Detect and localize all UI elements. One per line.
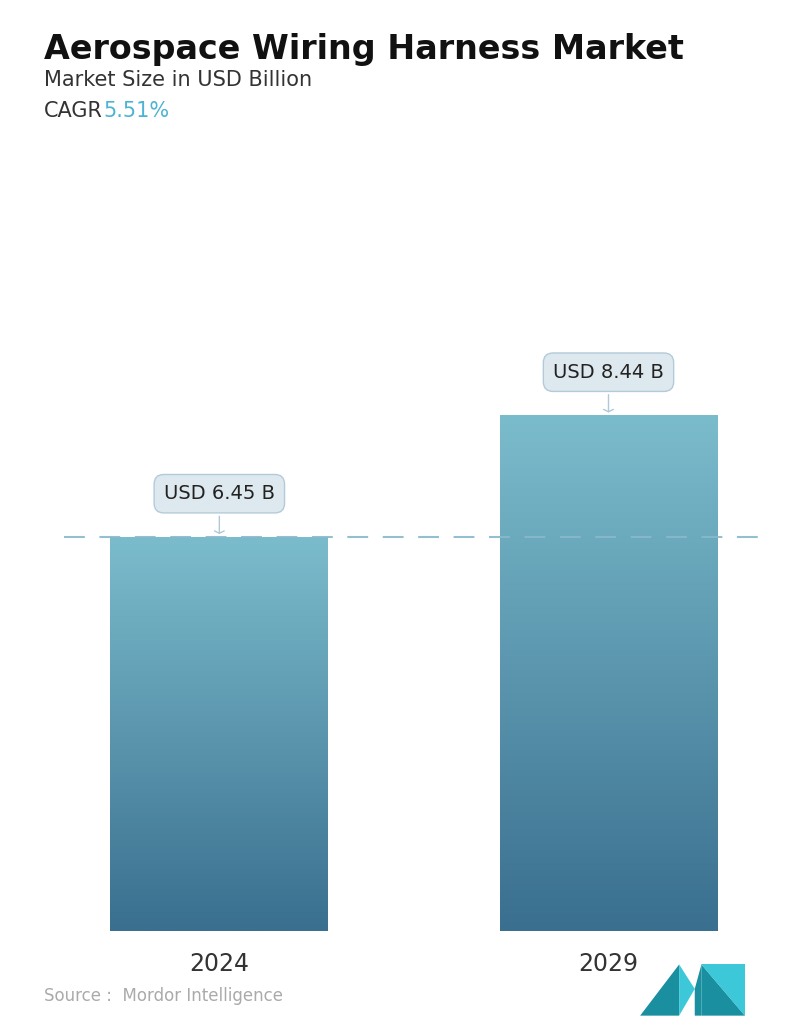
Polygon shape: [640, 965, 679, 1015]
Polygon shape: [701, 965, 745, 1015]
Text: USD 8.44 B: USD 8.44 B: [553, 363, 664, 412]
Text: Aerospace Wiring Harness Market: Aerospace Wiring Harness Market: [44, 33, 684, 66]
Polygon shape: [695, 965, 701, 1015]
Polygon shape: [679, 965, 695, 1015]
Polygon shape: [701, 965, 745, 1015]
Text: 5.51%: 5.51%: [103, 101, 170, 121]
Text: Market Size in USD Billion: Market Size in USD Billion: [44, 70, 312, 90]
Text: CAGR: CAGR: [44, 101, 103, 121]
Text: USD 6.45 B: USD 6.45 B: [164, 484, 275, 534]
Text: Source :  Mordor Intelligence: Source : Mordor Intelligence: [44, 987, 283, 1005]
